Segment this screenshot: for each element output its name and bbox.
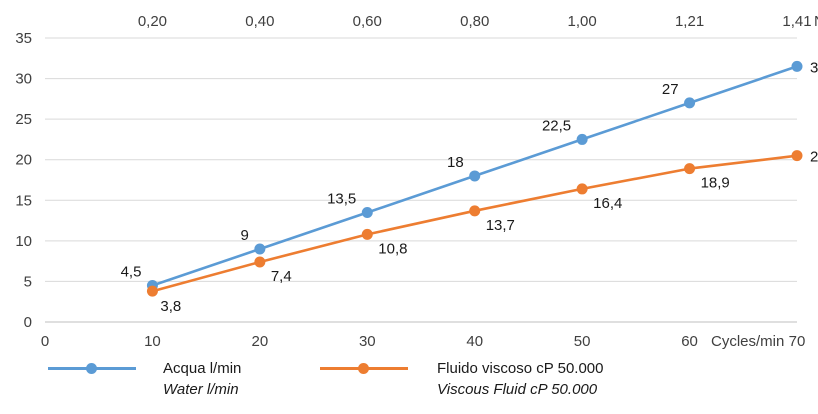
top-tick-label: 1,00 [568, 13, 597, 30]
data-point-1 [254, 256, 266, 268]
x-tick-label: 10 [144, 333, 161, 350]
data-point-1 [576, 183, 588, 195]
data-point-0 [791, 60, 803, 72]
data-point-0 [254, 243, 266, 255]
data-point-0 [361, 206, 373, 218]
x-tick-label: 0 [41, 333, 49, 350]
data-label-1: 13,7 [486, 217, 515, 234]
top-tick-label: 0,20 [138, 13, 167, 30]
data-label-0: 27 [662, 81, 679, 98]
y-tick-label: 10 [15, 233, 32, 250]
x-tick-label: 60 [681, 333, 698, 350]
data-point-1 [469, 205, 481, 217]
data-label-0: 4,5 [121, 263, 142, 280]
data-label-1: 18,9 [701, 175, 730, 192]
data-label-1: 10,8 [378, 240, 407, 257]
x-tick-label: 70 [789, 333, 806, 350]
data-label-1: 3,8 [160, 298, 181, 315]
y-tick-label: 15 [15, 192, 32, 209]
y-tick-label: 0 [24, 314, 32, 331]
x-axis: 0 10 20 30 40 50 60 70 Cycles/min [41, 333, 806, 350]
data-point-0 [684, 97, 696, 109]
y-tick-label: 25 [15, 111, 32, 128]
data-label-1: 16,4 [593, 195, 622, 212]
data-label-0: 18 [447, 154, 464, 171]
data-point-1 [361, 228, 373, 240]
legend-label-viscous-en: Viscous Fluid cP 50.000 [437, 381, 598, 398]
data-point-1 [791, 150, 803, 162]
x-axis-title: Cycles/min [711, 333, 784, 350]
top-tick-label: 0,40 [245, 13, 274, 30]
legend-label-water-en: Water l/min [163, 381, 239, 398]
x-tick-label: 30 [359, 333, 376, 350]
data-label-0: 31,5 [810, 59, 818, 76]
x-tick-label: 40 [466, 333, 483, 350]
grid-lines [45, 37, 797, 323]
y-tick-label: 5 [24, 273, 32, 290]
top-tick-label: 0,60 [353, 13, 382, 30]
top-tick-label: 1,21 [675, 13, 704, 30]
data-label-1: 20,5 [810, 149, 818, 166]
y-tick-label: 35 [15, 30, 32, 47]
data-label-0: 9 [241, 227, 249, 244]
top-axis-unit: Nm³/min [814, 13, 818, 30]
data-point-0 [469, 170, 481, 182]
top-axis: 0,20 0,40 0,60 0,80 1,00 1,21 1,41Nm³/min [138, 13, 818, 30]
y-axis: 0 5 10 15 20 25 30 35 [15, 30, 32, 331]
data-label-0: 22,5 [542, 117, 571, 134]
legend-entry-viscous: Fluido viscoso cP 50.000 Viscous Fluid c… [437, 358, 604, 400]
top-tick-label: 1,41 [782, 13, 811, 30]
x-tick-label: 20 [252, 333, 269, 350]
data-label-1: 7,4 [271, 268, 292, 285]
legend-label-water: Acqua l/min [163, 360, 242, 377]
data-label-0: 13,5 [327, 190, 356, 207]
legend-label-viscous: Fluido viscoso cP 50.000 [437, 360, 604, 377]
data-point-1 [146, 285, 158, 297]
x-tick-label: 50 [574, 333, 591, 350]
top-tick-label: 0,80 [460, 13, 489, 30]
y-tick-label: 20 [15, 152, 32, 169]
legend-marker-viscous [358, 363, 369, 374]
series-group: 4,5 9 13,5 18 22,5 27 31,5 3,8 7,4 10,8 13,7 16,4 18… [121, 59, 818, 315]
y-tick-label: 30 [15, 71, 32, 88]
legend-marker-water [86, 363, 97, 374]
data-point-1 [684, 163, 696, 175]
data-point-0 [576, 133, 588, 145]
legend-entry-water: Acqua l/min Water l/min [163, 358, 241, 400]
